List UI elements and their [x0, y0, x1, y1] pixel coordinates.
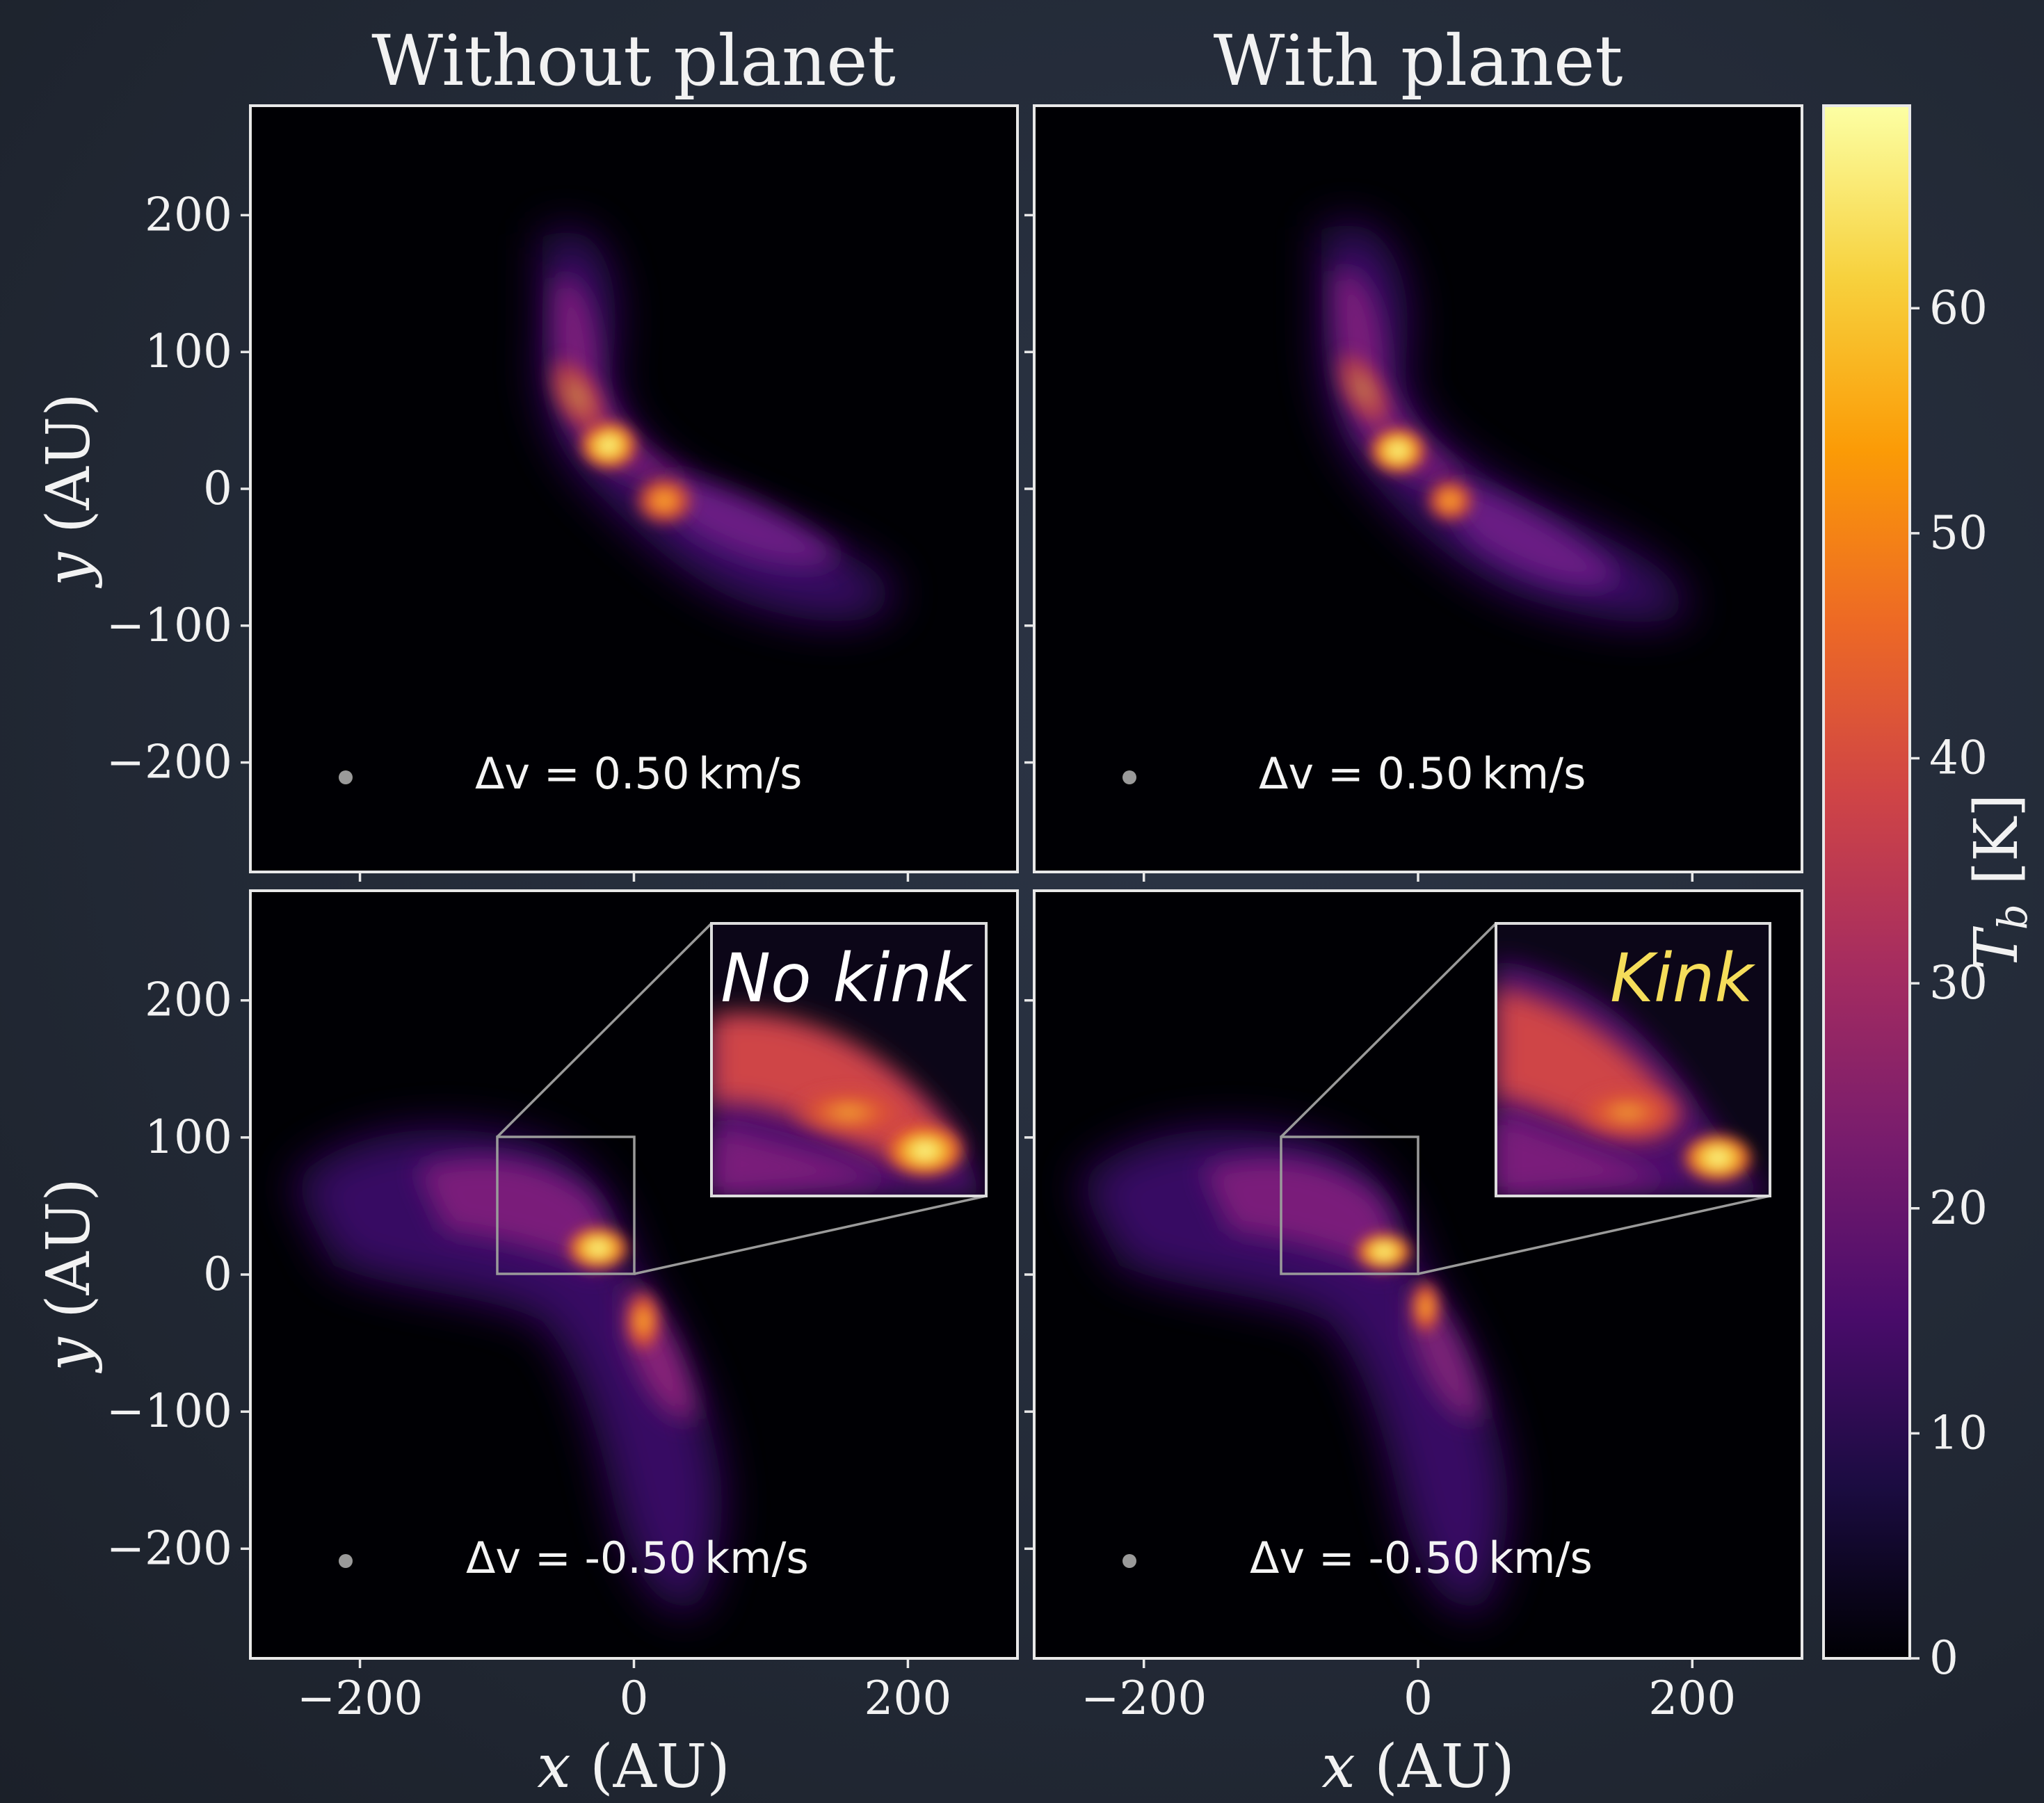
- colorbar-unit: [K]: [1962, 793, 2031, 904]
- zoom-connector-line: [496, 922, 713, 1138]
- colorbar-ticks: 0 10 20 30 40 50 60: [1910, 281, 1988, 1685]
- y-axis-unit: (AU): [34, 393, 104, 552]
- emission-map: [1321, 223, 1690, 622]
- zoom-connector-line: [1417, 1195, 1771, 1275]
- colorbar-tick-label: 0: [1929, 1631, 1958, 1685]
- inset-zoom-kink: Kink: [1495, 922, 1771, 1197]
- axes-layer: −200 −100 0 100 200 −200 0 200 −200 −100 0 100 200 −2…: [106, 188, 1737, 1725]
- colorbar-tick-label: 50: [1929, 506, 1988, 560]
- y-tick-label: 200: [145, 973, 232, 1027]
- y-axis-unit: (AU): [34, 1178, 104, 1337]
- x-tick-label: 0: [620, 1672, 649, 1725]
- beam-marker: [1122, 770, 1136, 784]
- y-tick-label: −200: [106, 1521, 232, 1575]
- velocity-label-panel-with-planet-negative: Δv = -0.50 km/s: [1250, 1533, 1593, 1583]
- y-axis-var: y: [34, 551, 104, 589]
- colorbar-gradient: [1824, 106, 1910, 1658]
- y-tick-label: 100: [145, 1110, 232, 1164]
- panel-with-planet-positive: [1033, 104, 1803, 873]
- x-tick-label: −200: [297, 1672, 423, 1725]
- x-tick-label: 200: [864, 1672, 951, 1725]
- colorbar-label: Tb [K]: [1962, 793, 2036, 969]
- x-tick-label: −200: [1081, 1672, 1207, 1725]
- colorbar-var: T: [1962, 926, 2031, 970]
- x-axis-label-left: x (AU): [537, 1732, 730, 1802]
- velocity-label-panel-with-planet-positive: Δv = 0.50 km/s: [1259, 748, 1586, 799]
- y-tick-label: 200: [145, 188, 232, 241]
- x-axis-var: x: [537, 1732, 571, 1802]
- panel-with-planet-negative: Kink: [1033, 889, 1803, 1660]
- zoom-region-box: [496, 1135, 636, 1275]
- column-title-without-planet: Without planet: [371, 20, 896, 102]
- velocity-label-panel-without-planet-negative: Δv = -0.50 km/s: [466, 1533, 809, 1583]
- y-tick-label: 0: [203, 462, 232, 515]
- x-axis-label-right: x (AU): [1321, 1732, 1515, 1802]
- colorbar-frame: [1822, 104, 1911, 1660]
- beam-marker: [1122, 1554, 1136, 1568]
- zoom-connector-line: [634, 1195, 987, 1275]
- colorbar-tick-label: 60: [1929, 281, 1988, 334]
- x-axis-var: x: [1321, 1732, 1355, 1802]
- x-tick-label: 0: [1403, 1672, 1433, 1725]
- beam-marker: [339, 1554, 353, 1568]
- y-tick-label: −100: [106, 1384, 232, 1438]
- y-tick-label: 0: [203, 1247, 232, 1301]
- x-axis-unit: (AU): [1355, 1732, 1515, 1802]
- y-axis-var: y: [34, 1336, 104, 1374]
- x-axis-unit: (AU): [571, 1732, 730, 1802]
- y-tick-label: −100: [106, 599, 232, 652]
- colorbar-tick-label: 20: [1929, 1181, 1988, 1235]
- velocity-label-panel-without-planet-positive: Δv = 0.50 km/s: [475, 748, 802, 799]
- emission-map: [1078, 1129, 1508, 1613]
- panel-without-planet-negative: No kink: [249, 889, 1019, 1660]
- beam-marker: [339, 770, 353, 784]
- inset-label-kink: Kink: [1610, 939, 1755, 1017]
- zoom-region-box: [1280, 1135, 1419, 1275]
- y-tick-label: 100: [145, 325, 232, 378]
- colorbar-tick-label: 10: [1929, 1406, 1988, 1460]
- inset-zoom-no-kink: No kink: [710, 922, 988, 1197]
- inset-label-no-kink: No kink: [721, 939, 973, 1017]
- emission-map: [292, 1129, 723, 1613]
- zoom-connector-line: [1280, 922, 1497, 1138]
- y-axis-label-top: y (AU): [34, 393, 104, 589]
- colorbar-sub: b: [1989, 904, 2036, 930]
- emission-map: [540, 230, 897, 622]
- y-tick-label: −200: [106, 736, 232, 789]
- colorbar-tick-label: 40: [1929, 731, 1988, 785]
- colorbar-tick-label: 30: [1929, 956, 1988, 1010]
- x-tick-label: 200: [1648, 1672, 1736, 1725]
- column-title-with-planet: With planet: [1214, 20, 1623, 102]
- colorbar: 0 10 20 30 40 50 60 Tb [K]: [1822, 104, 2036, 1685]
- y-axis-label-bottom: y (AU): [34, 1178, 104, 1374]
